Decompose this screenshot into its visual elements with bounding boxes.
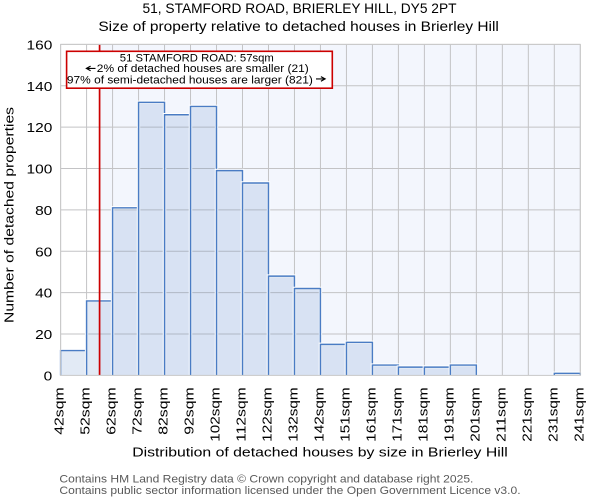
svg-text:231sqm: 231sqm [545, 387, 560, 442]
svg-text:221sqm: 221sqm [519, 387, 534, 442]
svg-text:161sqm: 161sqm [363, 387, 378, 442]
svg-text:0: 0 [44, 368, 53, 383]
svg-text:72sqm: 72sqm [130, 387, 145, 435]
svg-text:62sqm: 62sqm [104, 387, 119, 435]
svg-text:42sqm: 42sqm [52, 387, 67, 435]
svg-text:181sqm: 181sqm [415, 387, 430, 442]
svg-text:Contains HM Land Registry data: Contains HM Land Registry data © Crown c… [59, 473, 473, 485]
svg-text:92sqm: 92sqm [182, 387, 197, 435]
svg-text:191sqm: 191sqm [441, 387, 456, 442]
svg-text:80: 80 [35, 203, 52, 218]
svg-text:140: 140 [27, 79, 53, 94]
svg-text:82sqm: 82sqm [156, 387, 171, 435]
svg-text:151sqm: 151sqm [337, 387, 352, 442]
svg-text:112sqm: 112sqm [233, 387, 248, 442]
svg-text:40: 40 [35, 286, 52, 301]
svg-text:142sqm: 142sqm [311, 387, 326, 442]
svg-text:52sqm: 52sqm [78, 387, 93, 435]
svg-text:Contains public sector informa: Contains public sector information licen… [59, 485, 520, 497]
svg-text:100: 100 [27, 162, 53, 177]
svg-text:20: 20 [35, 327, 52, 342]
svg-text:122sqm: 122sqm [259, 387, 274, 442]
svg-text:51 STAMFORD ROAD: 57sqm: 51 STAMFORD ROAD: 57sqm [120, 52, 274, 64]
svg-text:97% of semi-detached houses ar: 97% of semi-detached houses are larger (… [67, 74, 313, 86]
svg-text:171sqm: 171sqm [389, 387, 404, 442]
svg-text:102sqm: 102sqm [208, 387, 223, 442]
svg-text:211sqm: 211sqm [493, 387, 508, 442]
svg-text:132sqm: 132sqm [285, 387, 300, 442]
svg-text:51, STAMFORD ROAD, BRIERLEY HI: 51, STAMFORD ROAD, BRIERLEY HILL, DY5 2P… [143, 1, 457, 16]
svg-text:Number of detached properties: Number of detached properties [1, 106, 16, 323]
svg-text:60: 60 [35, 244, 52, 259]
svg-text:120: 120 [27, 120, 53, 135]
svg-text:Size of property relative to d: Size of property relative to detached ho… [98, 19, 499, 34]
svg-text:241sqm: 241sqm [571, 387, 586, 442]
svg-text:2% of detached houses are smal: 2% of detached houses are smaller (21) [97, 63, 309, 75]
svg-text:Distribution of detached house: Distribution of detached houses by size … [132, 444, 508, 459]
svg-text:201sqm: 201sqm [467, 387, 482, 442]
svg-text:160: 160 [27, 37, 53, 52]
